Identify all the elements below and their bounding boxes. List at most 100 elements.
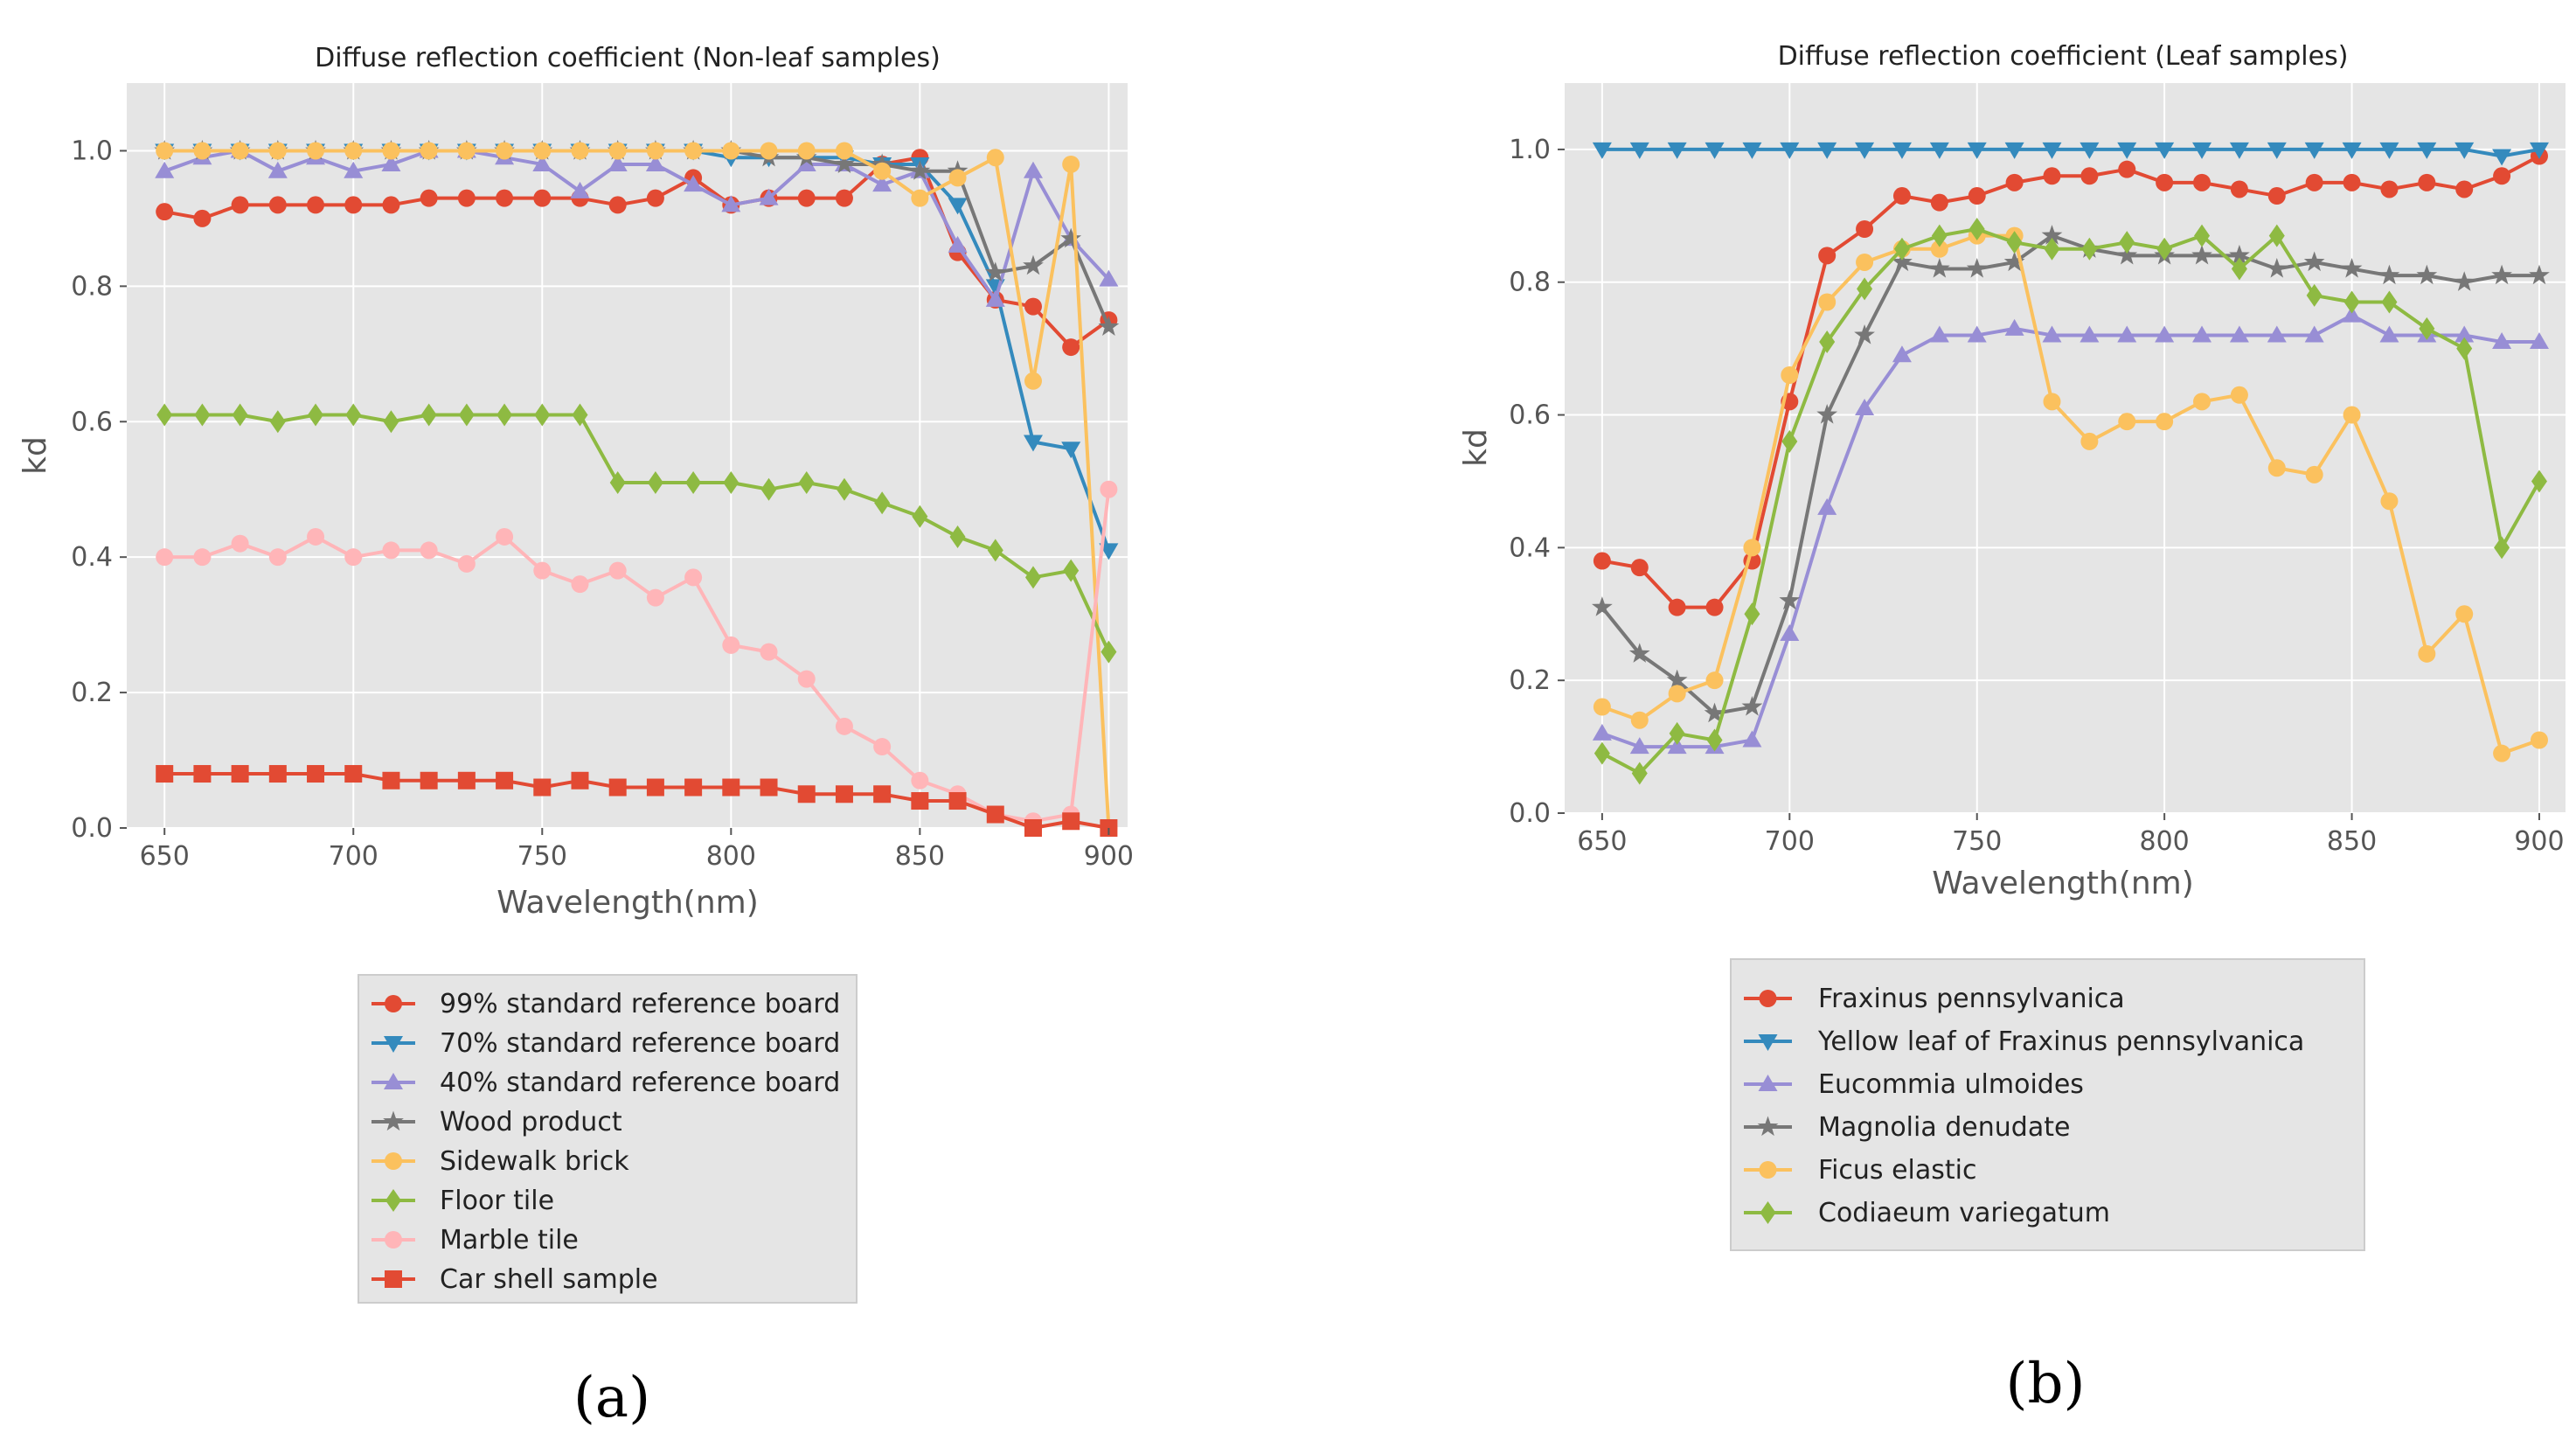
chart-a-data-point bbox=[949, 525, 966, 548]
chart-a-data-point bbox=[344, 142, 363, 160]
chart-a-data-point bbox=[872, 175, 892, 192]
chart-a-data-point bbox=[231, 142, 249, 160]
chart-b-data-point bbox=[1968, 187, 1986, 205]
chart-b-data-point bbox=[2529, 332, 2549, 350]
chart-a-data-point bbox=[193, 765, 212, 783]
chart-b-data-point bbox=[2268, 224, 2285, 247]
chart-a-data-point bbox=[798, 470, 815, 494]
chart-a-data-point bbox=[232, 403, 248, 427]
chart-b-data-point bbox=[1592, 723, 1612, 741]
chart-b-data-point bbox=[2418, 644, 2436, 663]
chart-b-data-point bbox=[2080, 432, 2099, 450]
chart-a-legend-item: Wood product bbox=[371, 1107, 622, 1137]
chart-b-data-point bbox=[1967, 325, 1987, 343]
chart-a-data-point bbox=[571, 575, 589, 594]
chart-b-data-point bbox=[2454, 142, 2475, 159]
chart-a-data-point bbox=[458, 403, 475, 427]
chart-a-legend-item: Sidewalk brick bbox=[371, 1146, 629, 1177]
chart-b-data-point bbox=[1666, 669, 1688, 690]
chart-a-data-point bbox=[571, 771, 589, 790]
chart-b-data-point bbox=[2267, 187, 2286, 205]
chart-b-data-point bbox=[2118, 413, 2136, 431]
chart-b-legend-box bbox=[1730, 958, 2365, 1251]
chart-b-data-point bbox=[2305, 173, 2323, 191]
chart-a-data-point bbox=[986, 805, 1004, 824]
chart-a-ytick-label: 0.0 bbox=[71, 813, 113, 844]
chart-a-data-point bbox=[156, 403, 173, 427]
chart-b-data-point bbox=[2494, 536, 2510, 560]
chart-a-xtick-label: 850 bbox=[895, 841, 945, 872]
chart-b-xtick-label: 700 bbox=[1765, 826, 1815, 857]
chart-b-data-point bbox=[2266, 258, 2288, 278]
chart-b-data-point bbox=[2418, 173, 2436, 191]
chart-b-data-point bbox=[1667, 737, 1687, 755]
chart-a-data-point bbox=[1062, 338, 1080, 357]
chart-b-data-point bbox=[1930, 240, 1948, 258]
chart-b-data-point bbox=[2492, 149, 2512, 166]
chart-a-data-point bbox=[193, 142, 212, 160]
chart-b-legend-marker bbox=[1759, 1161, 1777, 1179]
chart-a-legend-marker bbox=[384, 1036, 403, 1053]
chart-a-legend-label: 40% standard reference board bbox=[440, 1068, 840, 1098]
chart-b-data-point bbox=[2343, 173, 2361, 191]
chart-b-data-point bbox=[2117, 325, 2137, 343]
chart-b-legend-label: Ficus elastic bbox=[1818, 1155, 1976, 1186]
chart-a-data-point bbox=[496, 403, 513, 427]
chart-b-legend-label: Fraxinus pennsylvanica bbox=[1818, 984, 2125, 1014]
chart-b-data-point bbox=[1629, 142, 1649, 159]
chart-b-xtick-label: 800 bbox=[2140, 826, 2190, 857]
chart-b-data-point bbox=[2304, 142, 2324, 159]
chart-b-data-point bbox=[1629, 737, 1649, 755]
chart-a-data-point bbox=[496, 771, 514, 790]
chart-a-data-point bbox=[684, 175, 704, 192]
chart-b-data-point bbox=[2419, 317, 2435, 340]
chart-b-data-point bbox=[2041, 225, 2063, 245]
chart-b-data-point bbox=[2193, 173, 2211, 191]
chart-b-data-point bbox=[1704, 702, 1725, 723]
chart-a-data-point bbox=[1023, 161, 1043, 178]
chart-a-legend-label: Marble tile bbox=[440, 1225, 579, 1256]
chart-b-data-point bbox=[1705, 671, 1724, 690]
chart-a-legend-item: 70% standard reference board bbox=[371, 1028, 840, 1059]
chart-b-data-point bbox=[2230, 386, 2248, 404]
chart-a-data-point bbox=[231, 765, 249, 783]
chart-b-data-point bbox=[2380, 492, 2399, 511]
chart-b-data-point bbox=[1779, 589, 1801, 610]
chart-b-data-point bbox=[1854, 323, 1875, 344]
chart-a-data-point bbox=[608, 154, 628, 171]
chart-a-data-point bbox=[382, 771, 400, 790]
chart-b-data-point bbox=[1817, 142, 1837, 159]
chart-b-data-point bbox=[1893, 237, 1910, 261]
chart-b-data-point bbox=[1892, 142, 1912, 159]
chart-b-xtick-label: 750 bbox=[1952, 826, 2002, 857]
chart-b-data-point bbox=[2455, 605, 2474, 623]
chart-b-data-point bbox=[2080, 167, 2099, 185]
chart-b-data-point bbox=[2156, 413, 2174, 431]
chart-b-data-point bbox=[1630, 711, 1649, 729]
chart-a-data-point bbox=[532, 154, 552, 171]
chart-b-panel-label: (b) bbox=[2006, 1352, 2086, 1416]
chart-a-data-point bbox=[1024, 819, 1042, 837]
chart-b-data-point bbox=[2156, 173, 2174, 191]
chart-b-data-point bbox=[1781, 366, 1799, 384]
chart-b-data-point bbox=[2530, 731, 2548, 749]
chart-a-legend-item: Floor tile bbox=[371, 1186, 554, 1216]
chart-a-data-point bbox=[382, 541, 400, 560]
chart-b-data-point bbox=[2229, 244, 2250, 265]
chart-b-data-point bbox=[2194, 224, 2211, 247]
chart-a-legend-item: 99% standard reference board bbox=[371, 989, 840, 1019]
chart-a-data-point bbox=[344, 765, 363, 783]
chart-b-ytick-label: 0.4 bbox=[1509, 532, 1551, 563]
chart-a-data-point bbox=[457, 771, 476, 790]
chart-b-series-line bbox=[1601, 147, 2540, 158]
chart-a-data-point bbox=[572, 403, 588, 427]
chart-b-data-point bbox=[2042, 142, 2062, 159]
chart-a-data-point bbox=[646, 142, 664, 160]
chart-a-legend-marker bbox=[385, 1231, 402, 1249]
chart-a-data-point bbox=[457, 189, 476, 207]
chart-a-data-point bbox=[685, 470, 702, 494]
chart-a-data-point bbox=[155, 161, 175, 178]
chart-a-data-point bbox=[874, 491, 891, 515]
chart-a-data-point bbox=[760, 643, 778, 661]
chart-a-data-point bbox=[534, 403, 551, 427]
